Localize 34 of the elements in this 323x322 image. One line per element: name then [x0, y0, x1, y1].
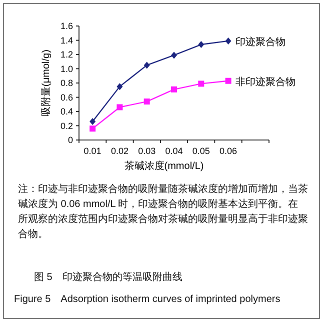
- x-tick-label: 0.01: [84, 146, 102, 156]
- x-tick-label: 0.04: [165, 146, 183, 156]
- y-tick-label: 0: [68, 135, 73, 145]
- point: [225, 37, 232, 44]
- y-tick-label: 0.4: [60, 106, 73, 116]
- point: [90, 126, 96, 132]
- x-tick-label: 0.02: [110, 146, 128, 156]
- point: [144, 62, 150, 69]
- y-tick-label: 0.6: [60, 92, 73, 102]
- point: [116, 83, 123, 90]
- series-label: 印迹聚合物: [235, 36, 286, 48]
- caption: 图 5 印迹聚合物的等温吸附曲线: [34, 270, 184, 285]
- point: [116, 104, 123, 110]
- point: [144, 98, 150, 105]
- point: [225, 78, 232, 84]
- y-tick-label: 0.2: [60, 120, 73, 131]
- text: 注：印迹与非印迹聚合物的吸附量随茶碱浓度的增加而增加，当茶碱浓度为 0.06 mmol/L 时，印迹聚合物的吸附基本达到平衡。在所观察的浓度范围内印迹聚合物对茶碱的吸附量明显高于非印迹聚合物。: [18, 182, 308, 242]
- x-tick-label: 0.03: [138, 146, 156, 156]
- point: [90, 118, 96, 125]
- y-tick-label: 0.8: [60, 78, 73, 88]
- y-tick-label: 1.2: [60, 50, 73, 60]
- y-tick-label: 1.4: [60, 35, 73, 46]
- y-tick-label: 1.6: [60, 21, 73, 31]
- series-label: 非印迹聚合物: [235, 76, 296, 88]
- x-tick-label: 0.06: [220, 146, 238, 156]
- caption: Figure 5 Adsorption isotherm curves of imprinted polymers: [14, 293, 282, 307]
- y-tick-label: 1.0: [60, 64, 73, 74]
- x-tick-label: 0.05: [192, 146, 210, 156]
- x-axis-title: 茶碱浓度(mmol/L): [124, 160, 204, 172]
- y-axis-title: 吸附量(μmol/g): [40, 50, 52, 116]
- point: [198, 80, 204, 87]
- point: [171, 86, 177, 92]
- point: [171, 52, 177, 59]
- point: [198, 41, 204, 48]
